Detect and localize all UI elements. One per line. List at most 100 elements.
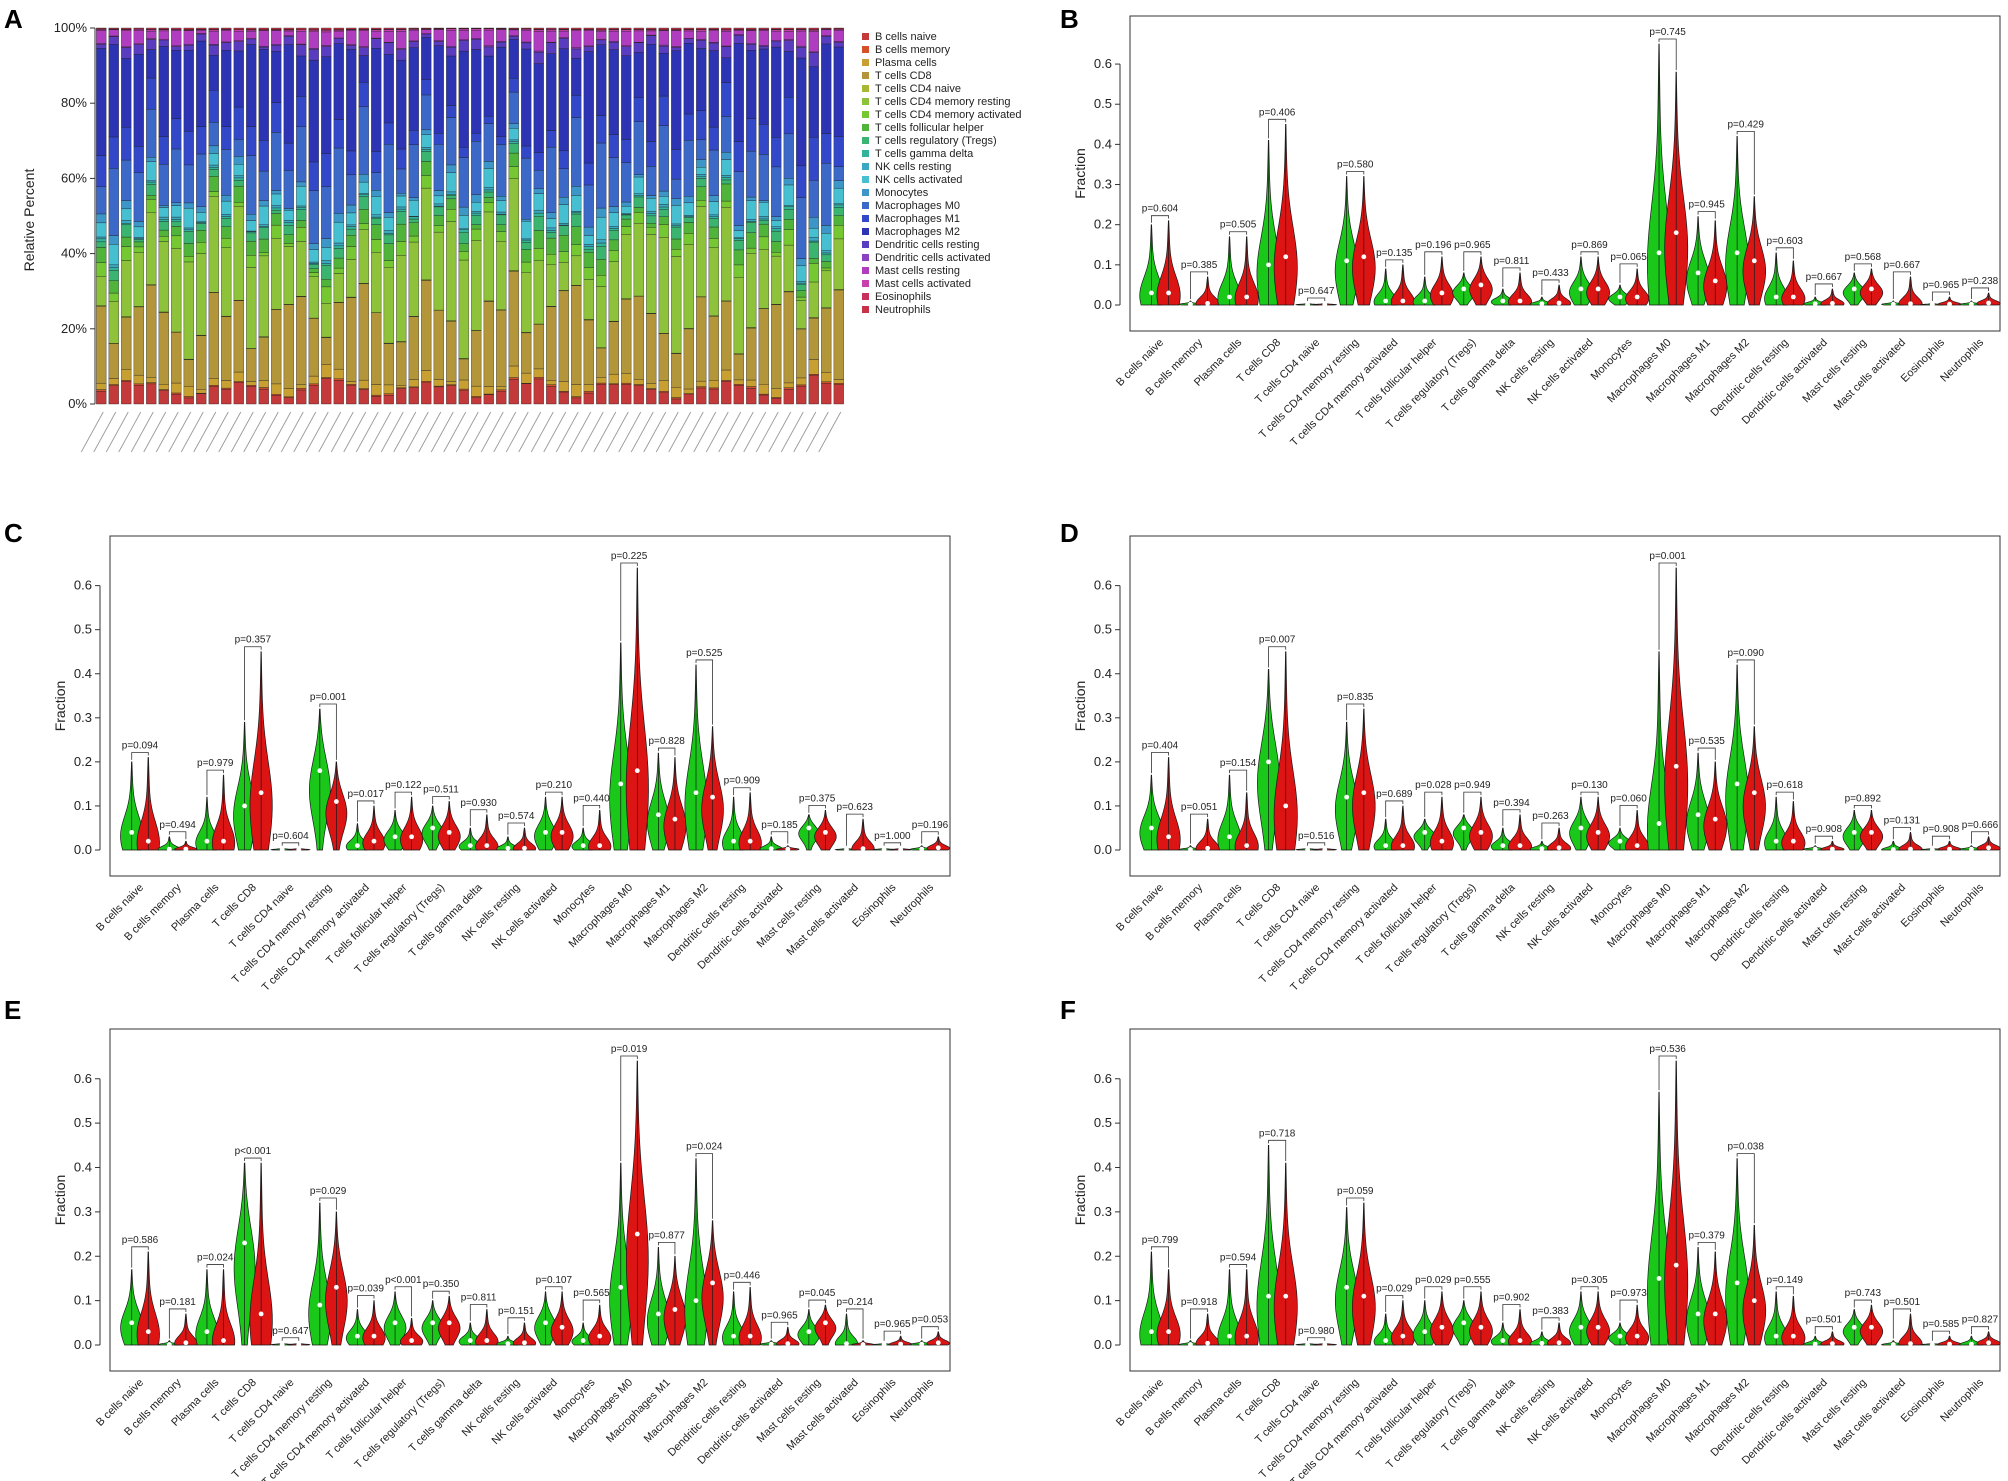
panelE-pvalue-label: p=0.024 xyxy=(197,1253,234,1264)
panel-a-bar-segment xyxy=(183,385,194,397)
panelC-median-group1 xyxy=(844,847,849,852)
panel-a-bar-segment xyxy=(171,30,182,47)
panel-a-bar-segment xyxy=(371,30,382,39)
panel-a-bar-segment xyxy=(821,270,832,308)
panel-a-bar-segment xyxy=(833,166,844,181)
panel-a-bar-segment xyxy=(208,191,219,197)
panelF-median-group2 xyxy=(1830,1341,1835,1347)
panelD-pvalue-bracket xyxy=(1151,752,1169,774)
panel-a-bar-segment xyxy=(558,262,569,291)
panelB-pvalue-label: p=0.869 xyxy=(1571,240,1608,251)
panelB-pvalue-bracket xyxy=(1931,291,1950,301)
panel-a-bar-segment xyxy=(821,372,832,382)
panel-a-sample-label xyxy=(343,411,367,453)
panel-a-bar-segment xyxy=(796,258,807,267)
panel-a-bar-segment xyxy=(746,253,757,328)
panelD-median-group1 xyxy=(1578,825,1584,831)
panel-a-bar-segment xyxy=(233,50,244,108)
panelC-median-group2 xyxy=(559,829,565,835)
panelE-median-group1 xyxy=(355,1333,360,1339)
panel-a-bar-segment xyxy=(796,282,807,285)
panel-a-bar-segment xyxy=(708,247,719,317)
panel-a-bar-segment xyxy=(771,388,782,398)
panel-a-legend-label: T cells CD4 naive xyxy=(875,83,961,95)
panel-a-sample-label xyxy=(293,411,317,453)
panel-a-bar-segment xyxy=(196,242,207,254)
panel-a-bar-segment xyxy=(546,380,557,385)
panel-a-bar-segment xyxy=(533,378,544,405)
panel-a-bar-segment xyxy=(383,243,394,261)
panel-a-bar-segment xyxy=(821,267,832,272)
panel-a-bar-segment xyxy=(633,207,644,213)
panel-a-bar-segment xyxy=(783,244,794,292)
panelD-pvalue-label: p=0.835 xyxy=(1337,692,1374,703)
panel-letter-a: A xyxy=(4,4,23,34)
panel-a-bar-segment xyxy=(221,226,232,239)
panel-a-sample-label xyxy=(468,411,492,453)
panelB-median-group1 xyxy=(1539,301,1545,307)
panel-a-bar-segment xyxy=(621,55,632,140)
panel-a-bar-segment xyxy=(721,159,732,176)
panel-a-bar-segment xyxy=(758,46,769,50)
panelF-median-group1 xyxy=(1383,1338,1389,1343)
panelB-ytick-label: 0.3 xyxy=(1094,177,1112,192)
panel-a-bar-segment xyxy=(421,382,432,405)
panelB-median-group1 xyxy=(1227,294,1232,300)
panel-a-bar-segment xyxy=(321,364,332,378)
panel-a-bar-segment xyxy=(346,235,357,247)
panelE-median-group2 xyxy=(634,1231,640,1237)
panel-a-bar-segment xyxy=(508,152,519,167)
panel-a-bar-segment xyxy=(296,207,307,210)
panel-a-bar-segment xyxy=(746,379,757,387)
panelC-median-group1 xyxy=(919,846,925,852)
panel-a-bar-segment xyxy=(508,141,519,144)
panel-a-bar-segment xyxy=(258,27,269,30)
panelD-pvalue-bracket xyxy=(1307,842,1326,846)
panelC-median-group2 xyxy=(333,799,339,804)
panel-a-bar-segment xyxy=(583,249,594,253)
panelC-median-group2 xyxy=(823,829,828,835)
panelC-pvalue-bracket xyxy=(168,831,187,840)
panel-a-bar-segment xyxy=(433,190,444,197)
panel-a-bar xyxy=(758,27,769,405)
panel-a-bar-segment xyxy=(771,226,782,229)
panel-a-bar-segment xyxy=(108,292,119,302)
panel-a-sample-label xyxy=(643,411,667,453)
panelE-pvalue-label: p=0.965 xyxy=(874,1319,911,1330)
panelD-pvalue-bracket xyxy=(1580,791,1599,796)
panel-a-bar-segment xyxy=(721,29,732,32)
panelC-ytick-label: 0.3 xyxy=(74,710,92,725)
panel-a-bar-segment xyxy=(796,300,807,329)
panel-a-bar-segment xyxy=(833,46,844,137)
panelC-median-group1 xyxy=(768,846,774,852)
panel-a-bar-segment xyxy=(133,29,144,31)
panel-a-bar-segment xyxy=(683,215,694,217)
panel-a-bar-segment xyxy=(783,389,794,405)
panel-a-bar-segment xyxy=(571,30,582,48)
panelB-median-group1 xyxy=(1266,262,1271,268)
panel-a-bar xyxy=(658,27,669,405)
panelF-pvalue-bracket xyxy=(1307,1337,1326,1341)
panel-a-bar-segment xyxy=(408,379,419,388)
panel-a-bar-segment xyxy=(233,106,244,140)
panelF-median-group2 xyxy=(1439,1324,1445,1330)
panelD-median-group2 xyxy=(1166,834,1171,840)
panelE-median-group1 xyxy=(618,1284,624,1290)
panel-a-bar-segment xyxy=(671,198,682,206)
panel-a-bar-segment xyxy=(633,30,644,43)
panelB-pvalue-bracket xyxy=(1307,297,1326,301)
panel-a-bar-segment xyxy=(133,221,144,228)
panelC-median-group1 xyxy=(655,812,661,818)
panel-a-sample-label xyxy=(443,411,467,453)
panel-a-bar-segment xyxy=(446,209,457,222)
panel-a-bar-segment xyxy=(121,127,132,161)
panel-a-bar-segment xyxy=(608,228,619,231)
panel-a-bar-segment xyxy=(608,29,619,32)
panel-a-bar-segment xyxy=(308,190,319,244)
panel-a-bar-segment xyxy=(571,27,582,30)
panelF-pvalue-bracket xyxy=(1385,1295,1404,1312)
panelC-pvalue-label: p=0.979 xyxy=(197,758,234,769)
panel-a-bar-segment xyxy=(671,353,682,388)
panel-a-bar-segment xyxy=(658,392,669,405)
panel-a-bar-segment xyxy=(246,44,257,127)
